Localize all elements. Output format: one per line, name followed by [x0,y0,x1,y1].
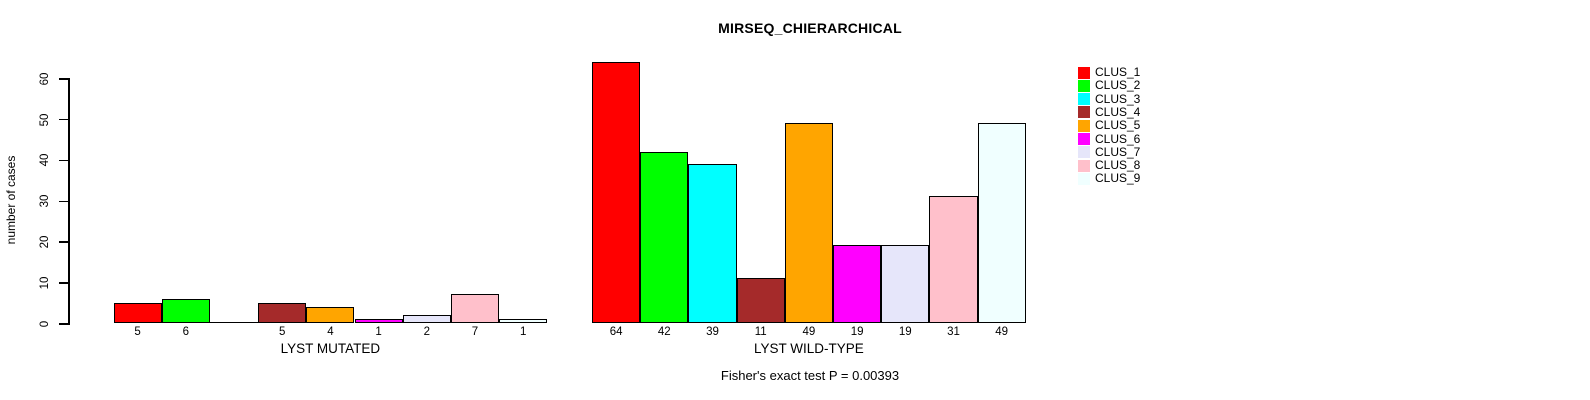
y-tick-label: 30 [39,194,51,208]
legend-label: CLUS_8 [1095,158,1141,173]
bar-value-label: 19 [898,326,912,338]
y-tick [59,241,68,243]
bar-value-label: 5 [278,326,286,338]
bar [258,302,307,323]
legend-swatch [1078,106,1090,119]
bar [499,318,548,323]
bar-value-label: 42 [657,326,671,338]
legend-label: CLUS_9 [1095,171,1141,186]
fisher-test-footnote: Fisher's exact test P = 0.00393 [720,368,900,383]
bar [929,196,978,323]
legend-swatch [1078,146,1090,159]
legend-label: CLUS_5 [1095,118,1141,133]
bar-value-label: 19 [850,326,864,338]
legend-label: CLUS_6 [1095,131,1141,146]
y-tick [59,200,68,202]
legend-swatch [1078,66,1090,79]
group-axis-label: LYST WILD-TYPE [754,341,864,356]
bar-value-label: 6 [182,326,189,338]
y-tick-label: 20 [39,235,51,249]
bar-value-label: 7 [471,326,479,338]
bar [977,122,1026,323]
bar [640,151,689,323]
y-axis [68,78,70,325]
y-tick-label: 50 [39,113,51,126]
legend-swatch [1078,79,1090,92]
bar [402,314,451,323]
bar-value-label: 5 [134,326,141,338]
bar [209,321,259,323]
bar [354,318,403,323]
bar [592,61,641,323]
bar [161,298,210,323]
legend-label: CLUS_7 [1095,144,1141,159]
legend-swatch [1078,159,1090,172]
bar-value-label: 1 [375,326,382,338]
legend-swatch [1078,93,1090,106]
y-tick-label: 60 [39,72,51,86]
y-tick [59,282,68,284]
bar-value-label: 39 [706,326,719,338]
legend-label: CLUS_4 [1095,104,1141,119]
bar [306,306,355,323]
bar-value-label: 2 [423,326,430,338]
bar [833,245,882,323]
chart-title: MIRSEQ_CHIERARCHICAL [718,20,902,36]
y-tick-label: 0 [39,320,51,327]
y-tick [59,159,68,162]
group-axis-label: LYST MUTATED [280,341,381,356]
y-tick [59,323,68,325]
y-tick-label: 40 [39,154,51,167]
bar [688,163,737,323]
bar-value-label: 11 [754,326,767,338]
y-tick [59,118,68,121]
bar-value-label: 49 [802,326,816,338]
bar [784,122,833,323]
bar-value-label: 49 [995,326,1009,338]
bar-value-label: 64 [609,326,623,338]
legend-swatch [1078,172,1090,185]
legend-swatch [1078,133,1090,145]
y-tick [59,78,68,80]
legend-label: CLUS_3 [1095,91,1141,106]
bar-value-label: 31 [947,326,960,338]
y-tick-label: 10 [39,276,51,290]
y-axis-label: number of cases [4,155,18,245]
bar-value-label: 1 [519,326,527,338]
bar [113,302,162,323]
bar-value-label: 4 [327,326,334,338]
legend-swatch [1078,119,1090,132]
bar [881,245,930,323]
legend-label: CLUS_1 [1095,65,1141,79]
bar [736,278,785,323]
legend-label: CLUS_2 [1095,78,1141,93]
bar [450,294,500,323]
